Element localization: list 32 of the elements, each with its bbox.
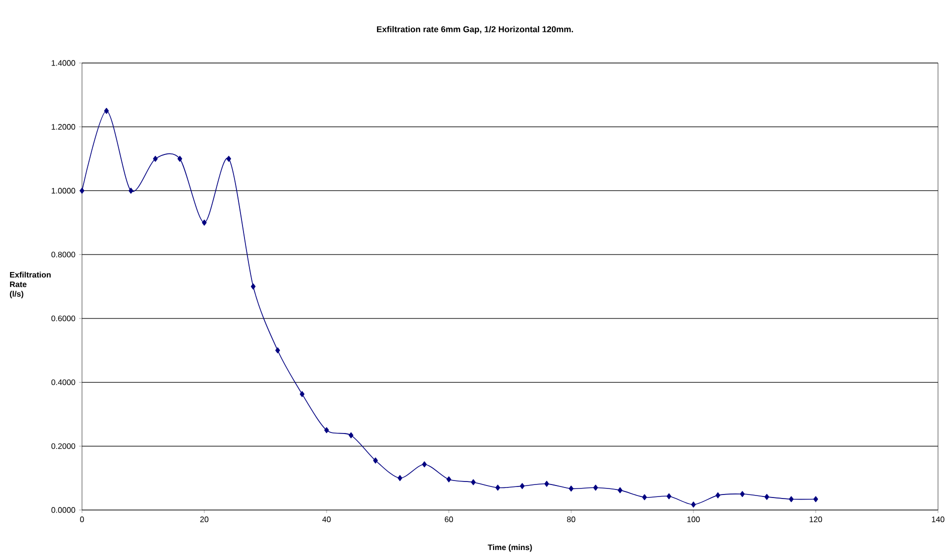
chart-title: Exfiltration rate 6mm Gap, 1/2 Horizontal 120mm. [376,26,573,34]
point [520,483,525,490]
point [740,491,745,498]
point [300,391,304,398]
point [593,484,598,491]
point [128,188,134,194]
point [324,427,329,434]
point [495,484,500,491]
point [618,487,622,494]
point [691,502,696,508]
point [373,458,378,464]
point [226,156,232,162]
point [666,493,672,500]
point [642,494,647,500]
point [348,432,354,438]
point [275,347,280,354]
point [80,188,84,194]
point [813,496,818,502]
point [153,156,158,162]
point [788,496,794,502]
point [250,284,256,290]
point [422,461,427,468]
point [446,476,452,482]
point [398,475,402,482]
point [104,108,109,114]
point [764,494,770,500]
point [470,479,476,486]
point [716,492,720,498]
point [544,480,550,487]
point [202,220,207,226]
point [568,486,574,492]
point [177,156,182,162]
